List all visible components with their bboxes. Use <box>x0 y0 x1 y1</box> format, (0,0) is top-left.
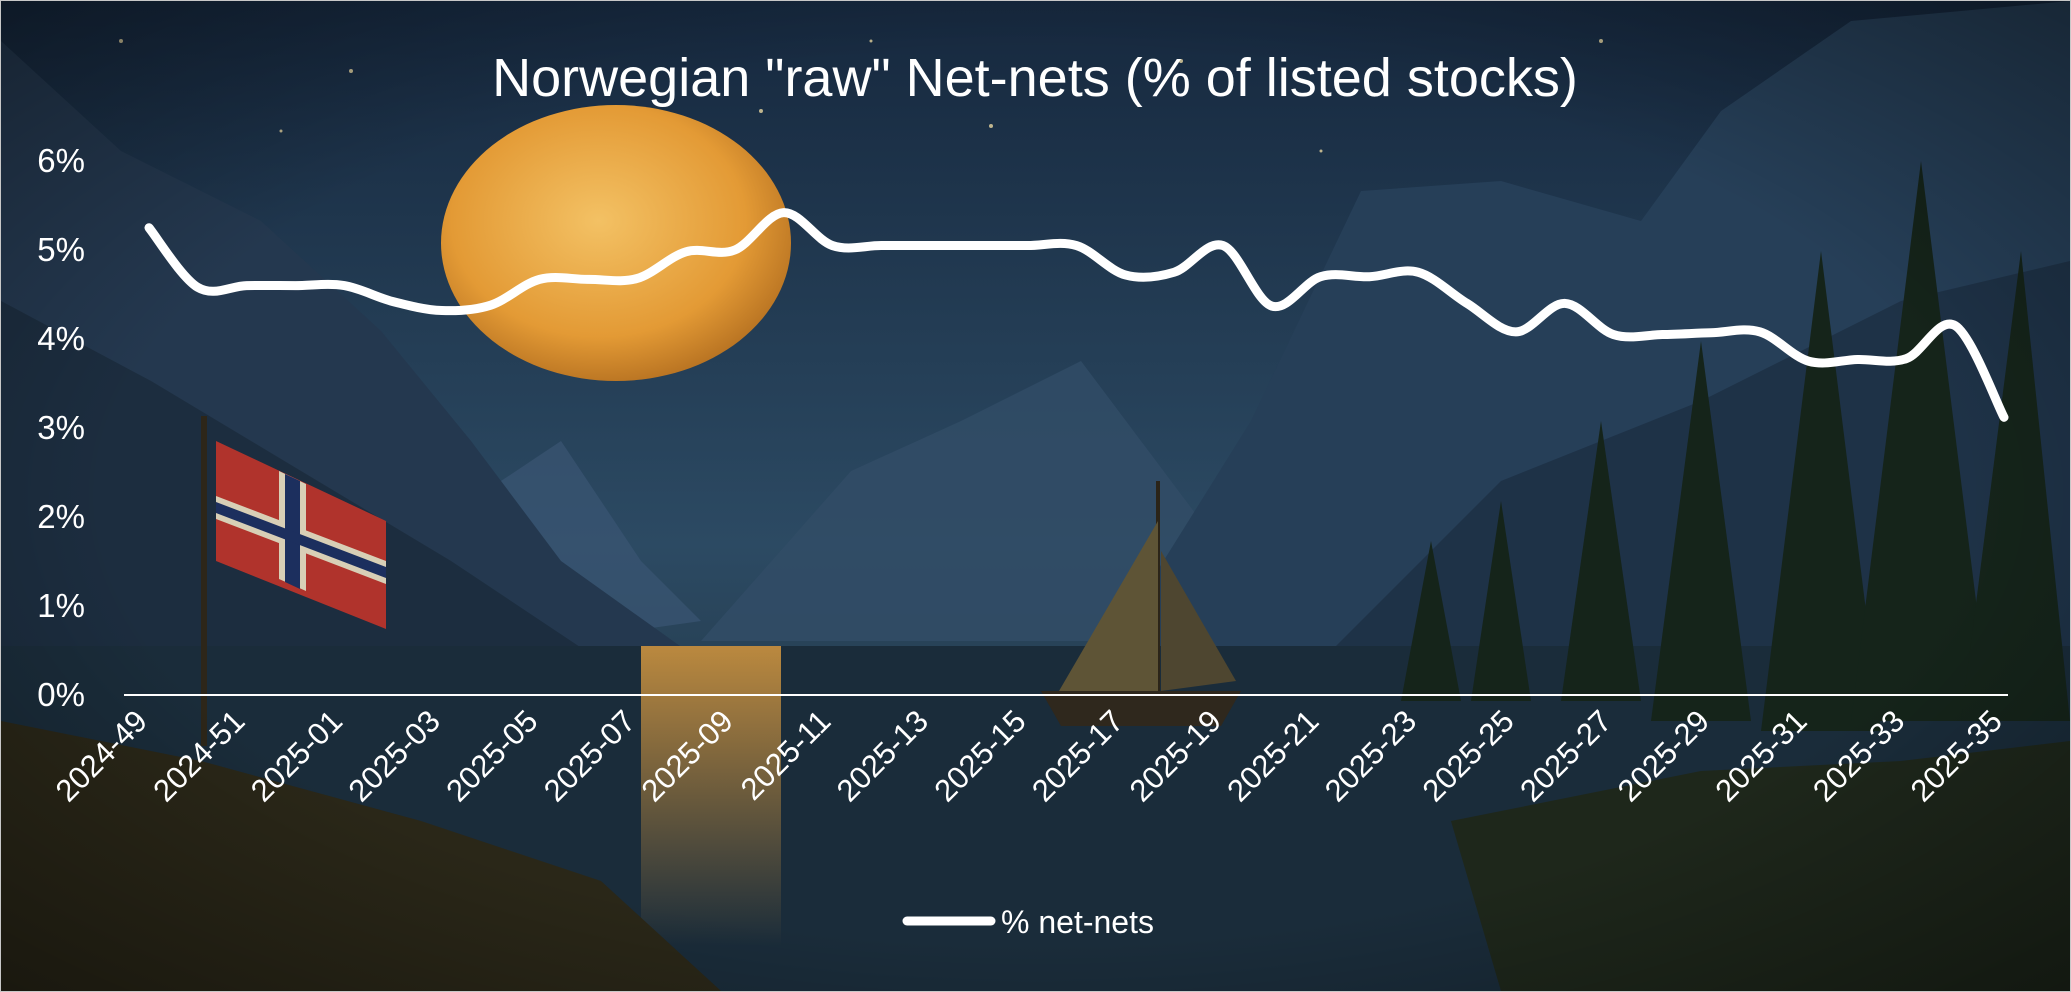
y-axis: 0% 1% 2% 3% 4% 5% 6% <box>37 142 85 713</box>
series-line-net-nets <box>144 208 2009 422</box>
y-tick-label: 6% <box>37 142 85 179</box>
y-tick-label: 1% <box>37 587 85 624</box>
legend: % net-nets <box>902 904 1154 940</box>
y-tick-label: 0% <box>37 676 85 713</box>
y-tick-label: 4% <box>37 320 85 357</box>
y-tick-label: 2% <box>37 498 85 535</box>
y-tick-label: 3% <box>37 409 85 446</box>
chart-title: Norwegian "raw" Net-nets (% of listed st… <box>492 48 1578 108</box>
y-tick-label: 5% <box>37 231 85 268</box>
legend-label: % net-nets <box>1001 904 1154 940</box>
